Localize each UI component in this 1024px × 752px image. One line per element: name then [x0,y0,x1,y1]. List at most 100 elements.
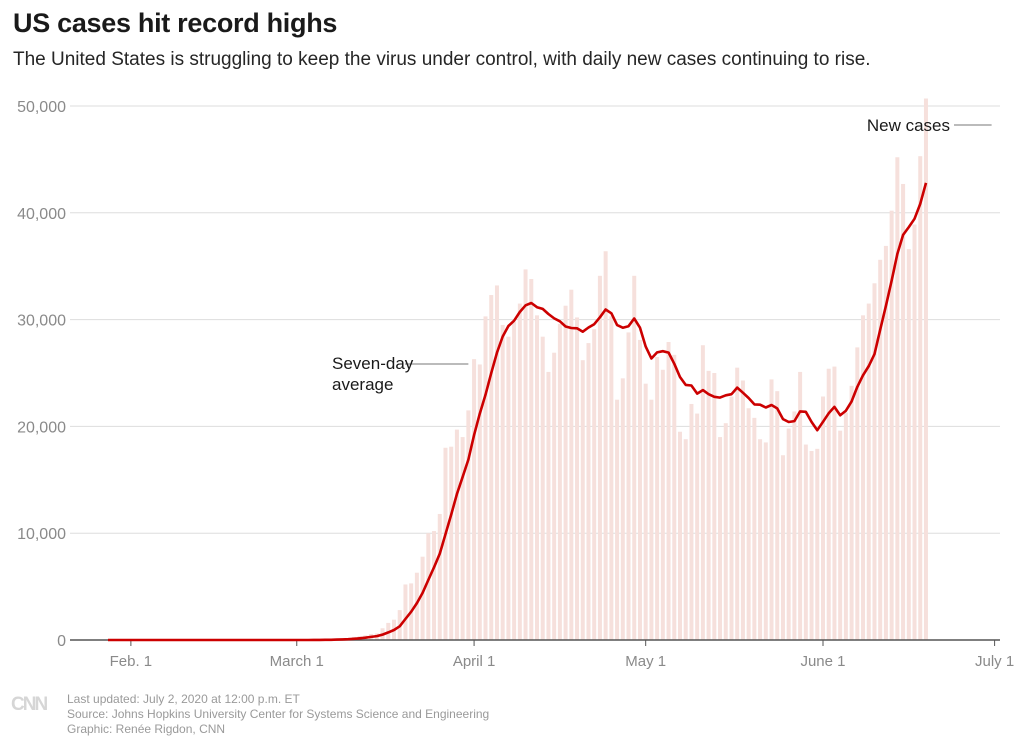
bar [586,343,591,640]
bar [632,275,637,640]
bar [683,439,688,640]
bar [489,295,494,640]
bar [500,324,505,640]
credit-text: Graphic: Renée Rigdon, CNN [67,722,226,736]
bar [432,531,437,640]
chart-footer: Last updated: July 2, 2020 at 12:00 p.m.… [67,692,489,737]
bar [695,413,700,640]
bar [626,332,631,640]
bar [546,371,551,640]
bar [643,383,648,640]
bar [821,396,825,640]
x-tick-label: Feb. 1 [110,653,153,670]
bar [603,251,608,641]
bar [569,289,574,640]
bar [752,417,757,640]
y-tick-label: 40,000 [17,206,66,223]
chart-title: US cases hit record highs [13,8,338,38]
bar [923,98,928,641]
chart-subtitle: The United States is struggling to keep … [13,49,871,70]
bar [426,533,431,640]
bar [735,367,740,640]
bar [506,336,511,640]
x-tick-label: March 1 [270,653,324,670]
bar [758,439,763,640]
x-tick-label: May 1 [625,653,666,670]
source-text: Source: Johns Hopkins University Center … [67,707,490,721]
bar [849,385,854,640]
bar [609,316,614,640]
bar [678,431,682,640]
bar [403,584,408,640]
bar [437,513,442,640]
bar [517,303,522,640]
bar [414,572,419,640]
bar [729,396,734,640]
bar [529,279,534,640]
bar [512,321,517,640]
bar [815,448,820,640]
bar [740,380,745,640]
bar [798,371,803,640]
last-updated-text: Last updated: July 2, 2020 at 12:00 p.m.… [67,692,300,706]
bar [906,249,911,640]
bar [901,183,906,641]
bar [700,345,705,640]
bar [786,428,791,640]
bar [775,391,780,640]
bar [540,336,545,640]
bar [523,269,528,640]
bar [861,315,866,640]
bar [918,156,923,641]
bar [803,444,808,640]
y-tick-label: 50,000 [17,99,66,116]
axes-group: 0 10,000 20,000 30,000 40,000 50,000 Feb. 1 Mar… [17,99,1014,670]
bar [443,447,448,640]
bar [557,323,562,640]
bar [780,455,785,640]
bar [666,342,671,640]
y-tick-label: 20,000 [17,419,66,436]
bar [580,360,585,640]
bar [718,437,723,640]
annotation-label: Seven-day [332,354,414,373]
bar [615,399,620,640]
bar [660,369,665,640]
y-tick-label: 10,000 [17,526,66,543]
annotation-label: New cases [867,116,950,135]
bar [592,329,597,640]
bar [637,339,642,640]
annotations-group: Seven-day average New cases [332,116,992,394]
bar [552,352,557,640]
bar [872,283,877,640]
y-tick-label: 0 [57,633,66,650]
bar [832,366,837,640]
bar [454,429,459,640]
bar [655,356,660,640]
bar [672,354,677,640]
bar [826,368,831,640]
x-tick-label: April 1 [453,653,496,670]
cnn-logo: CNN [11,694,48,715]
annotation-label: average [332,375,393,394]
bar [866,303,871,640]
bar [843,412,848,640]
bar [466,410,471,640]
bar [792,411,797,640]
bar [460,437,465,640]
bar [575,317,580,640]
chart-svg: 0 10,000 20,000 30,000 40,000 50,000 Feb. 1 Mar… [17,98,1014,670]
bar [712,373,717,640]
bar [472,359,477,640]
bar [483,316,488,640]
bar [889,210,894,640]
bar [494,285,499,640]
y-tick-label: 30,000 [17,313,66,330]
bar [855,347,860,640]
bar [649,399,654,640]
bar [563,305,568,640]
bar [912,224,917,640]
bar [420,556,425,640]
bar [809,450,814,640]
bar [597,275,602,640]
